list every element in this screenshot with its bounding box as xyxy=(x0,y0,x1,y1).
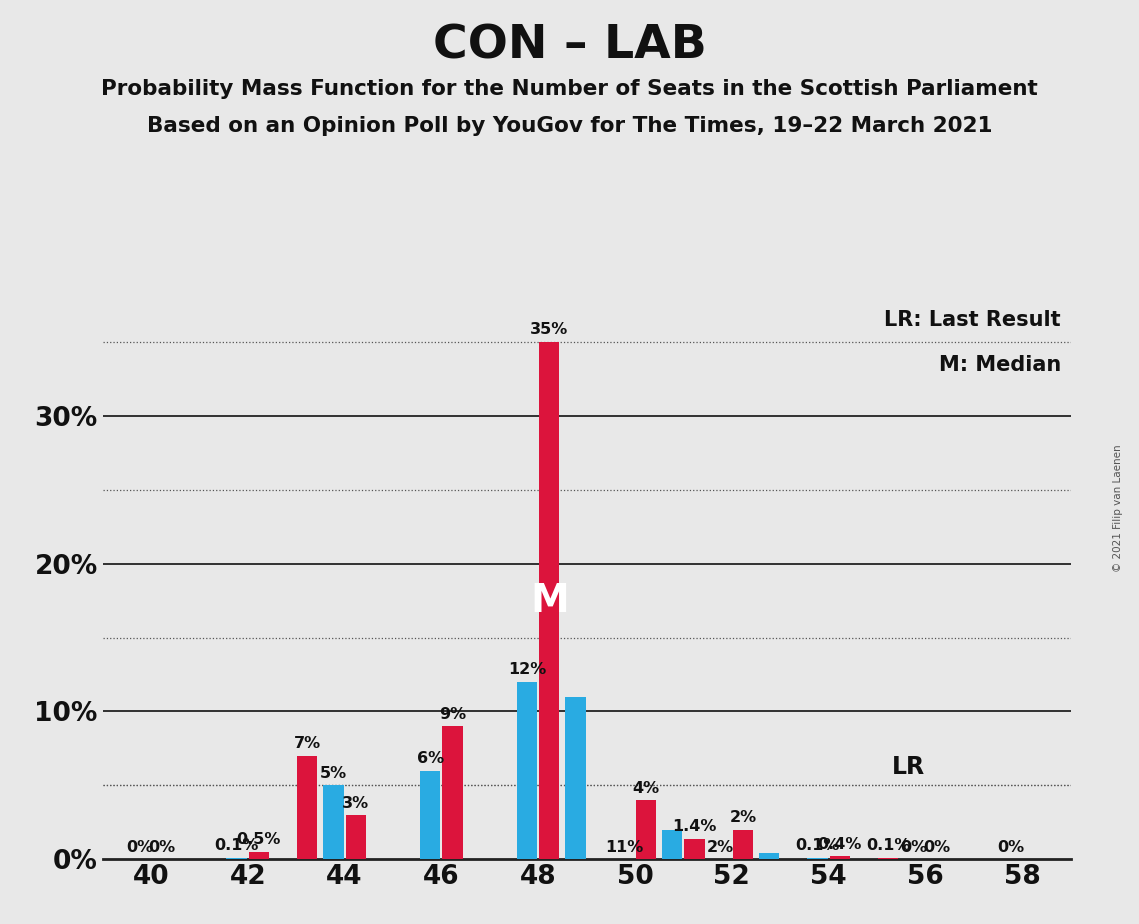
Bar xyxy=(732,830,753,859)
Text: 11%: 11% xyxy=(605,840,644,855)
Text: Based on an Opinion Poll by YouGov for The Times, 19–22 March 2021: Based on an Opinion Poll by YouGov for T… xyxy=(147,116,992,136)
Bar xyxy=(227,857,247,859)
Bar xyxy=(662,830,682,859)
Text: 0%: 0% xyxy=(148,840,175,855)
Text: 12%: 12% xyxy=(508,663,547,677)
Text: 0.1%: 0.1% xyxy=(866,838,910,854)
Text: 9%: 9% xyxy=(439,707,466,722)
Text: 7%: 7% xyxy=(294,736,321,751)
Text: 0.4%: 0.4% xyxy=(818,837,862,852)
Bar xyxy=(517,682,538,859)
Text: 6%: 6% xyxy=(417,751,444,766)
Text: 5%: 5% xyxy=(320,766,347,781)
Bar xyxy=(345,815,366,859)
Text: 2%: 2% xyxy=(707,840,735,855)
Text: CON – LAB: CON – LAB xyxy=(433,23,706,68)
Bar xyxy=(323,785,344,859)
Text: 4%: 4% xyxy=(632,781,659,796)
Bar xyxy=(878,857,899,859)
Bar xyxy=(248,852,269,859)
Bar xyxy=(420,771,441,859)
Bar xyxy=(565,697,585,859)
Text: 0%: 0% xyxy=(998,840,1025,855)
Text: 0.1%: 0.1% xyxy=(795,838,839,854)
Bar xyxy=(442,726,462,859)
Text: 0%: 0% xyxy=(126,840,154,855)
Bar xyxy=(829,857,850,859)
Bar xyxy=(636,800,656,859)
Bar xyxy=(297,756,318,859)
Text: M: M xyxy=(530,581,568,620)
Text: M: Median: M: Median xyxy=(939,355,1060,375)
Bar xyxy=(685,839,705,859)
Text: 3%: 3% xyxy=(342,796,369,810)
Text: © 2021 Filip van Laenen: © 2021 Filip van Laenen xyxy=(1114,444,1123,572)
Bar xyxy=(808,857,828,859)
Bar xyxy=(759,854,779,859)
Text: Probability Mass Function for the Number of Seats in the Scottish Parliament: Probability Mass Function for the Number… xyxy=(101,79,1038,99)
Text: 0%: 0% xyxy=(923,840,950,855)
Text: LR: LR xyxy=(892,756,925,780)
Text: LR: Last Result: LR: Last Result xyxy=(884,310,1060,331)
Text: 2%: 2% xyxy=(729,810,756,825)
Text: 0%: 0% xyxy=(901,840,928,855)
Text: 0.1%: 0.1% xyxy=(214,838,259,854)
Bar xyxy=(539,342,559,859)
Text: 1.4%: 1.4% xyxy=(672,820,716,834)
Text: 0.5%: 0.5% xyxy=(237,833,281,847)
Text: 35%: 35% xyxy=(530,322,568,337)
